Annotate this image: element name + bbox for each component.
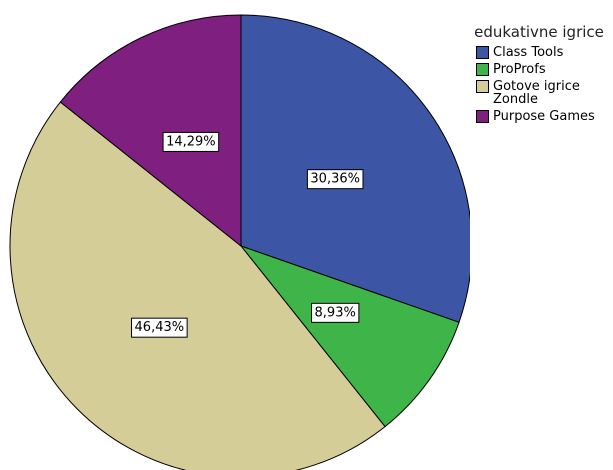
legend-swatch xyxy=(476,80,489,93)
legend-swatch xyxy=(476,63,489,76)
legend-title: edukativne igrice xyxy=(474,23,604,41)
pie-slice xyxy=(59,14,242,248)
pie-slice xyxy=(239,244,460,428)
legend-label: ProProfs xyxy=(493,62,546,77)
legend-item: Class Tools xyxy=(470,46,613,59)
legend: edukativne igrice Class Tools ProProfs Got… xyxy=(470,22,613,123)
legend-item: Purpose Games xyxy=(470,110,613,123)
value-label-box xyxy=(311,302,360,323)
value-label-box xyxy=(131,317,188,338)
value-label: 46,43% xyxy=(135,320,185,335)
chart: 30,36% 8,93% 46,43% 14,29% xyxy=(9,14,470,470)
legend-item: Gotove igrice Zondle xyxy=(470,80,613,106)
legend-label: Gotove igrice Zondle xyxy=(493,79,580,107)
pie-slice xyxy=(9,101,386,470)
legend-swatch xyxy=(476,46,489,59)
legend-label: Purpose Games xyxy=(493,109,595,124)
value-label-box xyxy=(306,169,364,190)
value-label: 14,29% xyxy=(166,134,216,149)
value-label-box xyxy=(162,131,220,152)
legend-item: ProProfs xyxy=(470,63,613,76)
value-label: 8,93% xyxy=(315,305,356,320)
legend-swatch xyxy=(476,110,489,123)
pie-slice xyxy=(240,14,470,323)
value-label: 30,36% xyxy=(310,172,360,187)
legend-label: Class Tools xyxy=(493,45,564,60)
